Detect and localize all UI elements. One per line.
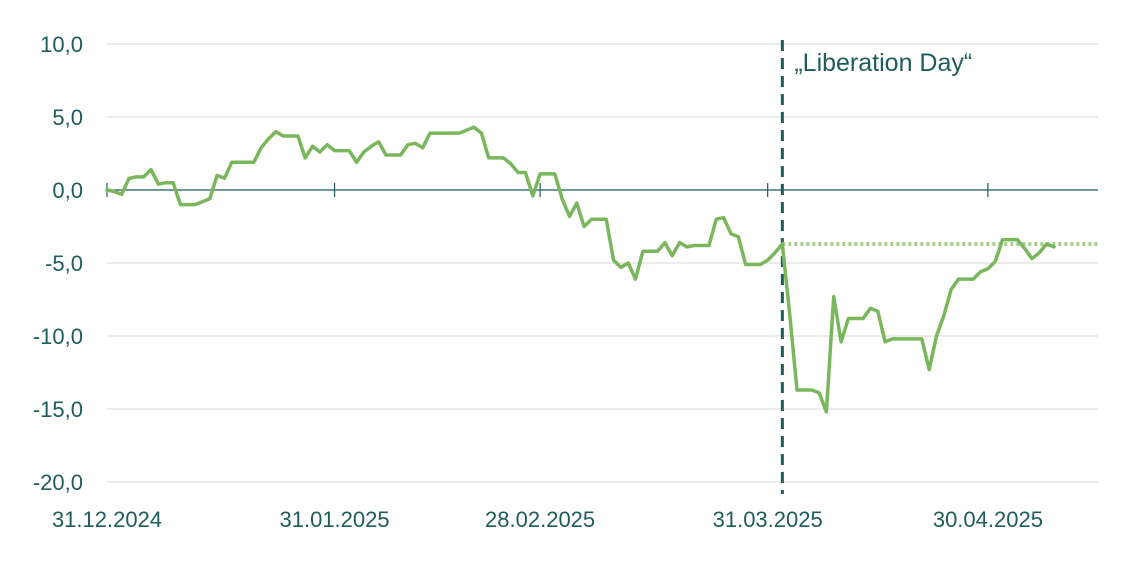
y-tick-label: 5,0 — [52, 105, 83, 130]
x-tick-label: 31.12.2024 — [52, 507, 162, 532]
series-lines — [105, 125, 1056, 414]
y-tick-label: 10,0 — [40, 32, 83, 57]
x-axis-tick-labels: 31.12.2024 31.01.2025 28.02.2025 31.03.2025… — [52, 507, 1043, 532]
y-axis-tick-labels: 10,0 5,0 0,0 -5,0 -10,0 -15,0 -20,0 — [33, 32, 83, 495]
gridlines — [107, 43, 1098, 483]
liberation-day-annotation: „Liberation Day“ — [794, 49, 972, 77]
y-tick-label: 0,0 — [52, 178, 83, 203]
x-tick-label: 30.04.2025 — [933, 507, 1043, 532]
y-tick-label: -20,0 — [33, 470, 83, 495]
y-tick-label: -15,0 — [33, 397, 83, 422]
y-tick-label: -10,0 — [33, 324, 83, 349]
x-tick-label: 31.01.2025 — [280, 507, 390, 532]
event-markers — [780, 40, 1098, 494]
y-tick-label: -5,0 — [45, 251, 83, 276]
x-tick-label: 28.02.2025 — [485, 507, 595, 532]
x-tick-label: 31.03.2025 — [713, 507, 823, 532]
series-line — [105, 125, 1056, 414]
x-axis — [106, 183, 1098, 197]
